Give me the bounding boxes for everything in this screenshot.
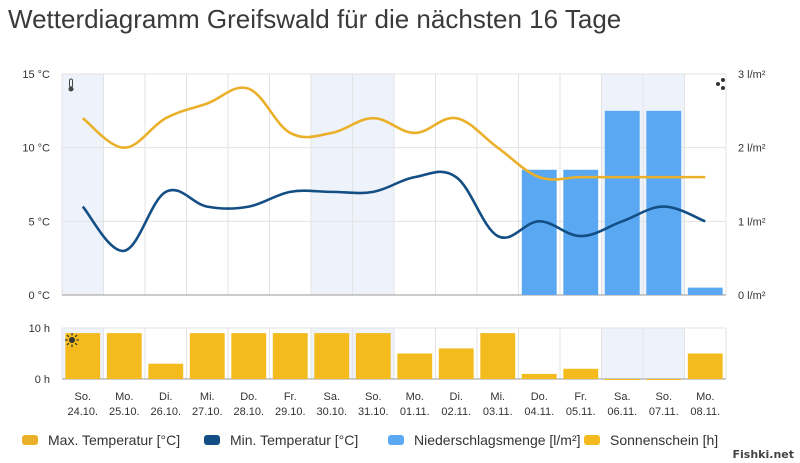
precip-bar: [687, 287, 723, 295]
rain-drop: [721, 78, 725, 82]
x-tick-date: 31.10.: [358, 406, 389, 418]
x-tick-weekday: Fr.: [574, 391, 587, 403]
sunshine-bar: [646, 379, 682, 380]
rain-drop: [721, 86, 725, 90]
x-tick-date: 26.10.: [150, 406, 181, 418]
sunshine-bar: [521, 373, 557, 379]
sun-ray: [66, 342, 70, 346]
rain-drops-icon: [716, 78, 725, 90]
x-tick-date: 08.11.: [690, 406, 720, 418]
sun-ray: [74, 342, 78, 346]
x-tick-weekday: Do.: [240, 391, 257, 403]
sunshine-bar: [480, 333, 516, 379]
x-tick-date: 29.10.: [275, 406, 306, 418]
legend-item-min-temp[interactable]: Min. Temperatur [°C]: [204, 428, 358, 452]
legend-swatch-sunshine: [584, 435, 600, 445]
legend-swatch-precip: [388, 435, 404, 445]
x-tick-date: 06.11.: [607, 406, 637, 418]
sun-core: [69, 337, 75, 343]
legend-label-min-temp: Min. Temperatur [°C]: [230, 432, 359, 448]
weekend-band-main: [311, 74, 353, 295]
sunshine-bar: [563, 368, 599, 379]
weekend-band-main: [62, 74, 104, 295]
y-right-tick: 1 l/m²: [738, 216, 766, 228]
sunshine-bar: [438, 348, 474, 379]
sunshine-bar: [355, 333, 391, 379]
legend-swatch-min-temp: [204, 435, 220, 445]
x-tick-weekday: So.: [365, 391, 382, 403]
y-sun-tick: 0 h: [35, 374, 50, 386]
max-temp-line: [81, 86, 706, 181]
y-left-tick: 5 °C: [28, 216, 50, 228]
x-tick-weekday: So.: [655, 391, 672, 403]
sunshine-bar: [604, 379, 640, 380]
x-tick-date: 30.10.: [316, 406, 347, 418]
sun-icon: [65, 333, 79, 347]
x-tick-date: 04.11.: [524, 406, 554, 418]
x-tick-date: 02.11.: [441, 406, 471, 418]
legend-label-max-temp: Max. Temperatur [°C]: [48, 432, 181, 448]
y-left-tick: 0 °C: [28, 290, 50, 302]
y-sun-tick: 10 h: [29, 323, 50, 335]
y-left-tick: 10 °C: [22, 143, 50, 155]
x-tick-weekday: Mo.: [696, 391, 714, 403]
x-tick-weekday: Sa.: [323, 391, 340, 403]
x-tick-weekday: Fr.: [284, 391, 297, 403]
min-temp-line: [81, 170, 706, 253]
x-tick-date: 07.11.: [649, 406, 679, 418]
x-tick-date: 27.10.: [192, 406, 223, 418]
sunshine-bar: [148, 363, 184, 379]
weekend-band-sun: [601, 328, 643, 379]
sunshine-bar: [397, 353, 433, 379]
x-tick-weekday: Sa.: [614, 391, 631, 403]
weekend-band-main: [352, 74, 394, 295]
x-tick-date: 05.11.: [566, 406, 596, 418]
legend-label-sunshine: Sonnenschein [h]: [610, 432, 719, 448]
thermometer-bulb: [68, 86, 74, 92]
x-tick-weekday: Mi.: [200, 391, 215, 403]
x-tick-date: 25.10.: [109, 406, 140, 418]
x-tick-date: 28.10.: [233, 406, 264, 418]
weekend-band-sun: [643, 328, 685, 379]
legend-swatch-max-temp: [22, 435, 38, 445]
x-tick-weekday: Mi.: [490, 391, 505, 403]
precip-bar: [521, 169, 557, 295]
x-tick-weekday: Di.: [450, 391, 463, 403]
thermometer-icon: [68, 78, 74, 92]
sunshine-bar: [189, 333, 225, 379]
y-left-tick: 15 °C: [22, 69, 50, 81]
y-right-tick: 0 l/m²: [738, 290, 766, 302]
rain-drop: [716, 82, 720, 86]
y-right-tick: 2 l/m²: [738, 143, 766, 155]
precip-bar: [646, 110, 682, 295]
y-right-tick: 3 l/m²: [738, 69, 766, 81]
x-tick-weekday: Mo.: [115, 391, 133, 403]
x-tick-weekday: Di.: [159, 391, 172, 403]
sunshine-bar: [314, 333, 350, 379]
chart-title: Wetterdiagramm Greifswald für die nächst…: [8, 4, 622, 34]
x-tick-date: 01.11.: [400, 406, 430, 418]
watermark: Fishki.net: [732, 448, 794, 461]
sun-ray: [74, 334, 78, 338]
sunshine-bar: [231, 333, 267, 379]
x-tick-weekday: Do.: [531, 391, 548, 403]
legend-item-precip[interactable]: Niederschlagsmenge [l/m²]: [388, 428, 581, 452]
x-tick-date: 24.10.: [67, 406, 98, 418]
chart-legend: Max. Temperatur [°C] Min. Temperatur [°C…: [0, 428, 800, 452]
x-tick-date: 03.11.: [483, 406, 513, 418]
precip-bar: [604, 110, 640, 295]
x-tick-weekday: Mo.: [406, 391, 424, 403]
legend-label-precip: Niederschlagsmenge [l/m²]: [414, 432, 581, 448]
sunshine-bar: [272, 333, 308, 379]
x-tick-weekday: So.: [74, 391, 91, 403]
legend-item-sunshine[interactable]: Sonnenschein [h]: [584, 428, 718, 452]
sunshine-bar: [687, 353, 723, 379]
sun-ray: [66, 334, 70, 338]
sunshine-bar: [106, 333, 142, 379]
legend-item-max-temp[interactable]: Max. Temperatur [°C]: [22, 428, 180, 452]
